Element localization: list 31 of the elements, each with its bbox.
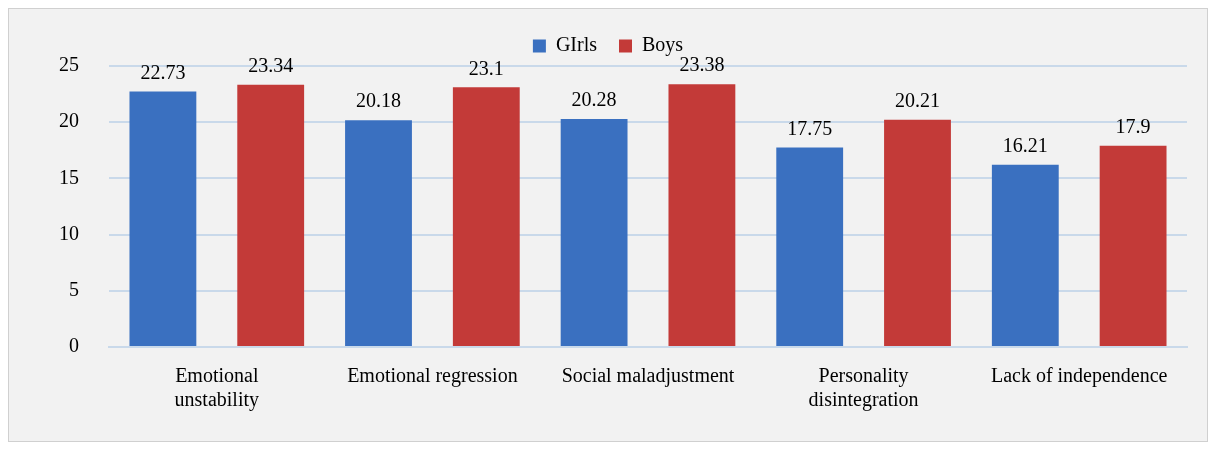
x-tick-label: Lack of independence (990, 364, 1168, 388)
y-tick-label: 10 (59, 221, 79, 244)
bar (345, 120, 412, 346)
bar (991, 164, 1059, 346)
x-tick-label: Social maladjustment (561, 364, 735, 388)
y-tick-label: 15 (59, 165, 79, 188)
data-label: 20.28 (571, 88, 617, 111)
bar (776, 147, 844, 346)
bar (884, 119, 951, 346)
y-tick-label: 25 (59, 53, 79, 76)
bar (452, 87, 520, 346)
data-label: 22.73 (140, 60, 186, 83)
bar (668, 84, 736, 346)
data-label: 23.1 (468, 56, 504, 79)
data-label: 16.21 (1002, 134, 1048, 157)
bar (1099, 145, 1167, 346)
y-tick-label: 20 (59, 109, 79, 132)
y-tick-label: 0 (69, 334, 79, 357)
data-label: 20.18 (356, 89, 401, 112)
bar (129, 91, 197, 346)
data-label: 20.21 (895, 89, 940, 112)
x-tick-label: Emotional regression (347, 364, 518, 388)
x-tick-label: Personality disintegration (808, 364, 919, 412)
data-label: 17.75 (787, 116, 833, 139)
bar (560, 119, 628, 346)
bar (237, 84, 305, 346)
data-label: 17.9 (1115, 115, 1151, 138)
y-tick-label: 5 (69, 278, 79, 301)
x-tick-label: Emotional unstability (174, 364, 260, 412)
legend-label: GIrls (555, 33, 598, 56)
data-label: 23.34 (248, 53, 294, 76)
